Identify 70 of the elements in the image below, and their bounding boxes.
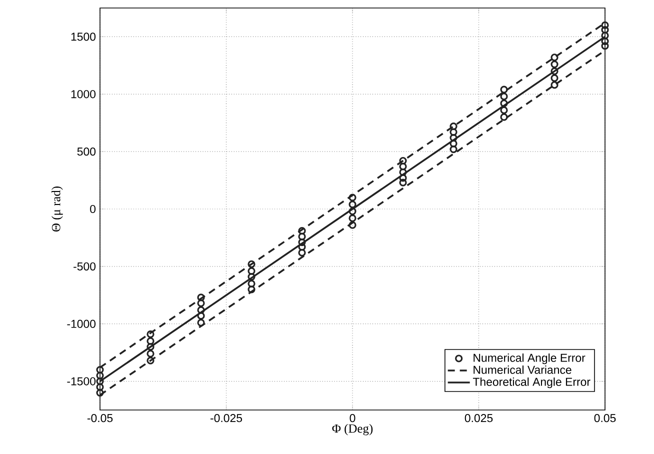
point <box>96 372 104 380</box>
legend-label: Numerical Variance <box>474 366 572 374</box>
point <box>146 330 154 338</box>
point <box>348 200 356 208</box>
y-tick-label: -1500 <box>67 377 96 386</box>
point <box>601 26 609 34</box>
point <box>197 294 205 302</box>
point <box>298 227 306 235</box>
point <box>248 267 256 275</box>
point <box>450 140 458 148</box>
point <box>399 178 407 186</box>
point <box>601 42 609 50</box>
point <box>146 350 154 358</box>
x-tick-label: -0.05 <box>87 414 113 422</box>
point <box>197 318 205 327</box>
point <box>348 207 356 216</box>
y-tick-label: -500 <box>74 262 96 270</box>
point <box>399 156 407 165</box>
x-tick-label: 0 <box>350 414 356 422</box>
point <box>601 21 609 30</box>
x-tick-label: 0.025 <box>464 414 493 422</box>
point <box>146 356 154 364</box>
point <box>298 248 306 256</box>
point <box>450 145 458 154</box>
point <box>197 306 205 314</box>
y-tick-label: 1500 <box>71 32 96 41</box>
point <box>146 343 154 351</box>
point <box>248 280 256 288</box>
y-axis-title: Θ (μ rad) <box>52 186 63 232</box>
point <box>399 168 407 176</box>
point <box>348 194 356 202</box>
point <box>248 286 256 294</box>
point <box>348 221 356 229</box>
point <box>550 60 558 68</box>
point <box>500 106 508 114</box>
legend-label: Theoretical Angle Error <box>472 378 590 388</box>
point <box>550 81 558 89</box>
point <box>550 67 558 75</box>
point <box>298 238 306 246</box>
y-tick-label: 1000 <box>71 90 96 98</box>
point <box>550 54 558 62</box>
x-tick-label: 0.05 <box>594 414 616 422</box>
point <box>146 337 154 345</box>
point <box>96 388 104 397</box>
point <box>96 366 104 374</box>
point <box>197 299 205 307</box>
point <box>450 122 458 130</box>
x-tick-label: -0.025 <box>210 414 242 422</box>
point <box>500 100 508 108</box>
x-axis-title: Φ (Deg) <box>332 424 373 436</box>
point <box>500 92 508 100</box>
y-tick-label: -1000 <box>67 320 96 328</box>
point <box>399 174 407 182</box>
point <box>298 232 306 240</box>
point <box>399 162 407 170</box>
y-tick-label: 500 <box>77 148 96 156</box>
point <box>298 243 306 251</box>
y-tick-label: 0 <box>90 204 96 214</box>
point <box>348 214 356 222</box>
point <box>248 272 256 281</box>
point <box>248 260 256 268</box>
point <box>450 134 458 142</box>
point <box>601 38 609 46</box>
point <box>500 86 508 94</box>
point <box>550 74 558 82</box>
point <box>197 312 205 320</box>
point <box>500 113 508 121</box>
point <box>450 128 458 136</box>
legend-label: Numerical Angle Error <box>474 353 586 364</box>
point <box>96 383 104 391</box>
